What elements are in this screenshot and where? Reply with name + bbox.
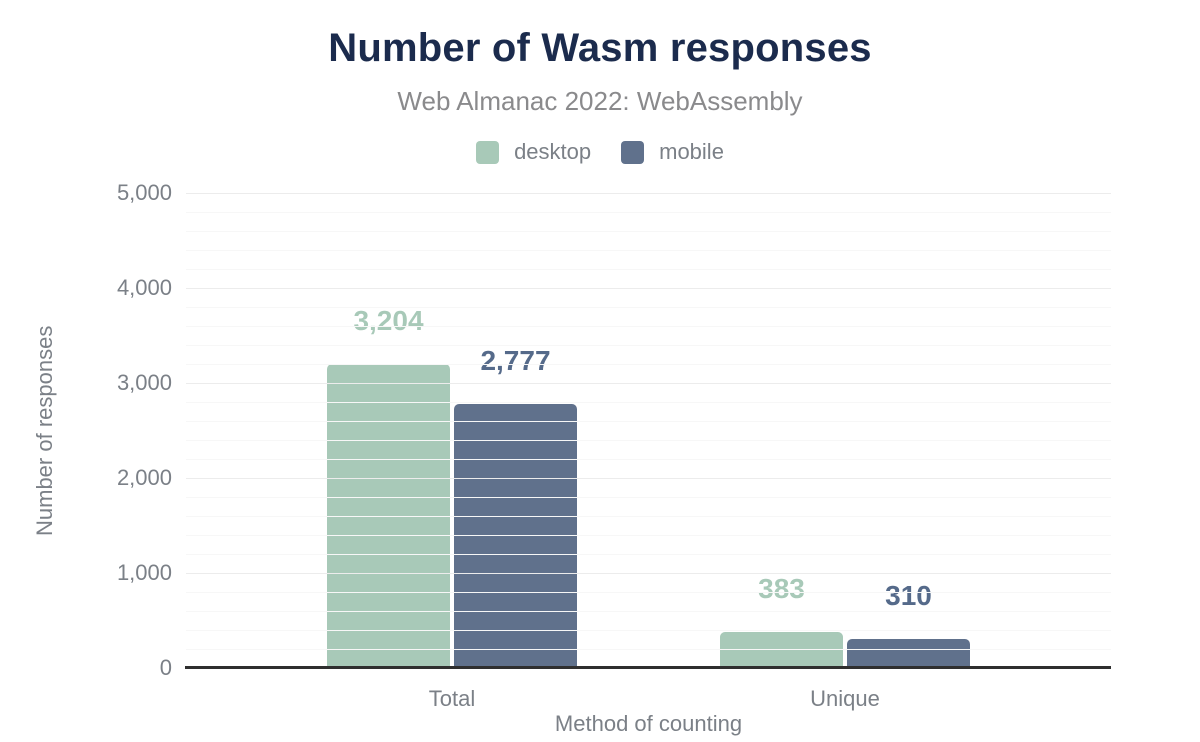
gridline-minor xyxy=(186,535,1111,536)
bar-value-label: 3,204 xyxy=(353,304,424,336)
gridline-minor xyxy=(186,345,1111,346)
gridline-minor xyxy=(186,364,1111,365)
x-tick-label: Total xyxy=(428,686,476,711)
gridline-minor xyxy=(186,497,1111,498)
gridline-minor xyxy=(186,307,1111,308)
bar-groups: 3,204 2,777 Total 383 310 Unique xyxy=(186,193,1111,711)
gridline-major xyxy=(186,573,1111,574)
legend-swatch-desktop xyxy=(476,140,500,164)
plot-area: 3,204 2,777 Total 383 310 Unique xyxy=(185,193,1111,711)
bar-group-unique: 383 310 Unique xyxy=(720,572,970,711)
x-axis-line xyxy=(185,666,1111,669)
y-axis-tick-labels: 0 1,000 2,000 3,000 4,000 5,000 xyxy=(0,180,172,680)
x-axis-title: Method of counting xyxy=(554,711,743,736)
y-tick-label: 4,000 xyxy=(116,275,172,300)
y-tick-label: 2,000 xyxy=(116,465,172,490)
bar-value-label: 2,777 xyxy=(480,345,551,377)
bar-column-desktop-unique: 383 xyxy=(720,572,843,668)
gridline-minor xyxy=(186,421,1111,422)
gridline-minor xyxy=(186,649,1111,650)
legend-label: desktop xyxy=(514,139,592,164)
gridline-minor xyxy=(186,516,1111,517)
chart-title: Number of Wasm responses xyxy=(328,26,872,70)
bar-desktop-total[interactable] xyxy=(327,363,450,668)
gridline-major xyxy=(186,288,1111,289)
y-tick-label: 1,000 xyxy=(116,560,172,585)
gridline-minor xyxy=(186,326,1111,327)
chart-subtitle: Web Almanac 2022: WebAssembly xyxy=(397,86,803,116)
legend: desktop mobile xyxy=(0,139,1200,165)
legend-swatch-mobile xyxy=(621,140,645,164)
legend-item-desktop[interactable]: desktop xyxy=(476,139,591,165)
bar-column-mobile-unique: 310 xyxy=(847,579,970,668)
gridline-minor xyxy=(186,269,1111,270)
gridline-minor xyxy=(186,440,1111,441)
y-tick-label: 5,000 xyxy=(116,180,172,205)
gridline-minor xyxy=(186,402,1111,403)
gridline-minor xyxy=(186,611,1111,612)
bar-mobile-unique[interactable] xyxy=(847,638,970,668)
gridline-major xyxy=(186,478,1111,479)
legend-label: mobile xyxy=(659,139,724,164)
gridline-major xyxy=(186,383,1111,384)
x-tick-label: Unique xyxy=(810,686,880,711)
bar-column-desktop-total: 3,204 xyxy=(327,304,450,668)
bar-value-label: 383 xyxy=(758,572,805,604)
gridline-minor xyxy=(186,250,1111,251)
gridline-minor xyxy=(186,459,1111,460)
bar-value-label: 310 xyxy=(885,579,932,611)
bar-column-mobile-total: 2,777 xyxy=(454,346,577,668)
y-tick-label: 3,000 xyxy=(116,370,172,395)
y-tick-label: 0 xyxy=(159,655,172,680)
bar-mobile-total[interactable] xyxy=(454,404,577,668)
gridline-minor xyxy=(186,592,1111,593)
gridline-major xyxy=(186,193,1111,194)
gridline-minor xyxy=(186,630,1111,631)
bar-group-total: 3,204 2,777 Total xyxy=(327,304,577,711)
legend-item-mobile[interactable]: mobile xyxy=(621,139,724,165)
gridline-minor xyxy=(186,231,1111,232)
gridline-minor xyxy=(186,554,1111,555)
gridline-minor xyxy=(186,212,1111,213)
